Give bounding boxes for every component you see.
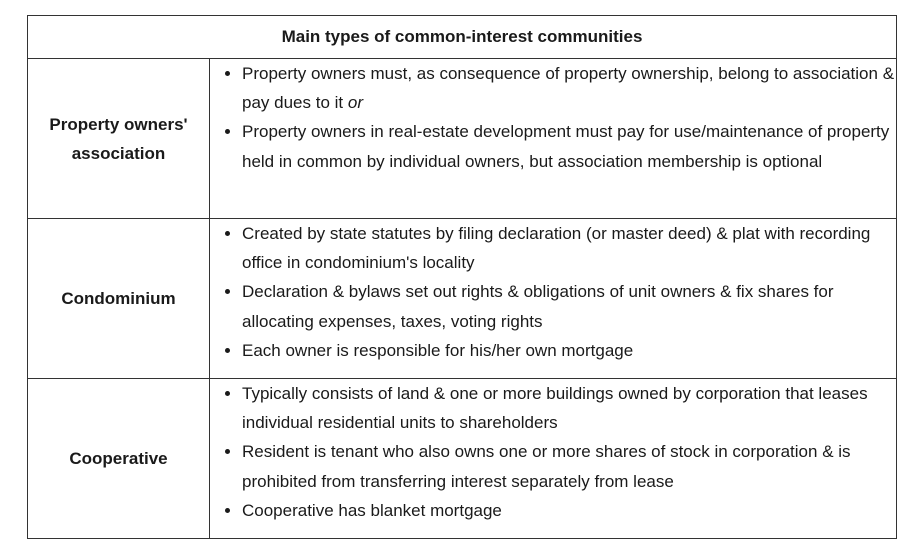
bullet-list: Created by state statutes by filing decl… — [210, 219, 896, 365]
row-label-property-owners-association: Property owners' association — [27, 58, 210, 219]
list-item: Property owners in real-estate developme… — [242, 117, 896, 175]
list-item: Declaration & bylaws set out rights & ob… — [242, 277, 896, 335]
list-item: Each owner is responsible for his/her ow… — [242, 336, 896, 365]
bullet-list: Property owners must, as consequence of … — [210, 59, 896, 176]
row-content: Typically consists of land & one or more… — [209, 378, 897, 539]
list-item-text: Declaration & bylaws set out rights & ob… — [242, 282, 834, 331]
list-item-text: Property owners in real-estate developme… — [242, 122, 890, 171]
list-item-text: Resident is tenant who also owns one or … — [242, 442, 851, 491]
list-item-text: Each owner is responsible for his/her ow… — [242, 340, 634, 360]
bullet-list: Typically consists of land & one or more… — [210, 379, 896, 525]
list-item-conjunction: or — [347, 93, 363, 113]
table-row: Cooperative Typically consists of land &… — [27, 378, 897, 539]
row-content: Property owners must, as consequence of … — [209, 58, 897, 219]
list-item: Created by state statutes by filing decl… — [242, 219, 896, 277]
row-label-cooperative: Cooperative — [27, 378, 210, 539]
table-row: Condominium Created by state statutes by… — [27, 218, 897, 379]
list-item-text: Created by state statutes by filing decl… — [242, 224, 871, 273]
list-item: Property owners must, as consequence of … — [242, 59, 896, 117]
list-item-text: Property owners must, as consequence of … — [242, 64, 895, 113]
table-row: Property owners' association Property ow… — [27, 58, 897, 219]
list-item: Typically consists of land & one or more… — [242, 379, 896, 437]
table-title: Main types of common-interest communitie… — [27, 15, 897, 59]
list-item: Cooperative has blanket mortgage — [242, 496, 896, 525]
list-item-text: Cooperative has blanket mortgage — [242, 500, 502, 520]
list-item: Resident is tenant who also owns one or … — [242, 437, 896, 495]
table-title-row: Main types of common-interest communitie… — [27, 15, 897, 59]
list-item-text: Typically consists of land & one or more… — [242, 384, 868, 433]
row-content: Created by state statutes by filing decl… — [209, 218, 897, 379]
common-interest-communities-table: Main types of common-interest communitie… — [27, 15, 897, 539]
row-label-condominium: Condominium — [27, 218, 210, 379]
